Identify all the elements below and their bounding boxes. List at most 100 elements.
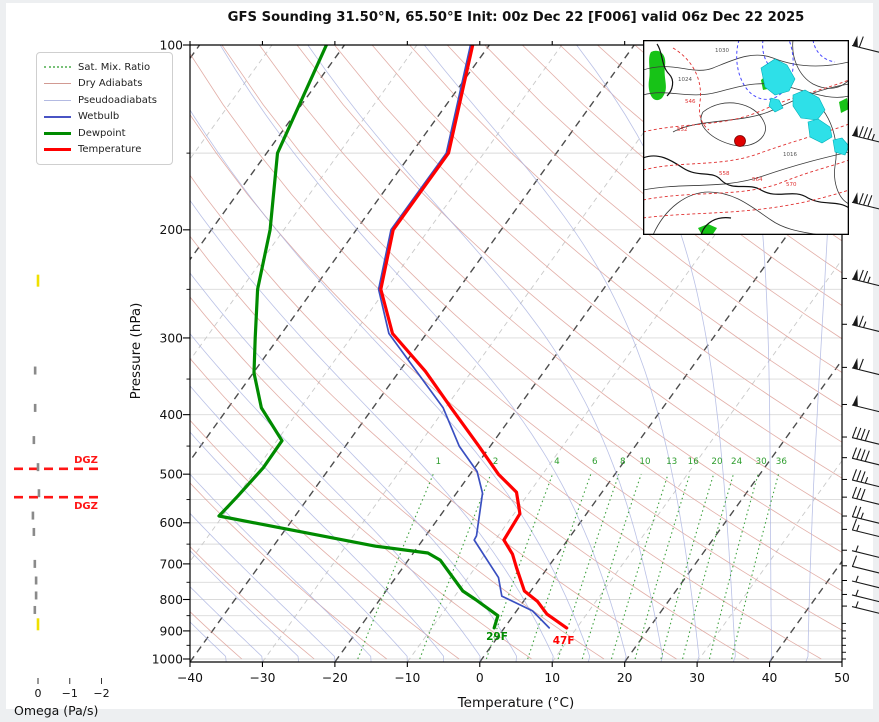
wind-barb-half xyxy=(855,575,859,583)
wind-barb-full xyxy=(851,505,858,517)
legend-item-dewpoint: Dewpoint xyxy=(44,125,165,142)
wind-barb-full xyxy=(851,486,858,498)
wind-barb-full xyxy=(858,126,864,138)
map-upper-contours xyxy=(736,40,836,100)
wind-barb-full xyxy=(858,358,864,370)
pressure-tick-label: 300 xyxy=(160,331,183,345)
temperature-tick-label: −30 xyxy=(249,671,275,685)
legend-line-sample xyxy=(44,83,71,85)
wind-barb-full xyxy=(863,194,869,206)
omega-mark xyxy=(33,403,37,412)
wind-barb-staff xyxy=(851,550,879,558)
map-contour-label: 552 xyxy=(677,127,688,133)
mixing-ratio-label: 1 xyxy=(435,457,441,467)
mixing-ratio-label: 36 xyxy=(776,457,788,467)
mixing-ratio-label: 30 xyxy=(755,457,767,467)
wind-barb-staff xyxy=(851,278,879,287)
pressure-tick-label: 1000 xyxy=(152,652,183,666)
wind-barb-staff xyxy=(851,565,879,574)
temperature-tick-label: 0 xyxy=(476,671,484,685)
wind-barb-half xyxy=(864,476,869,484)
legend-item-label: Temperature xyxy=(78,144,142,156)
wind-barb-pennant xyxy=(852,314,858,327)
pressure-tick-label: 600 xyxy=(160,516,183,530)
dgz-label: DGZ xyxy=(74,455,98,466)
chart-title: GFS Sounding 31.50°N, 65.50°E Init: 00z … xyxy=(227,10,805,25)
surface-annotation: 29F xyxy=(486,631,508,643)
temperature-tick-label: 10 xyxy=(544,671,560,685)
plot-background-lines xyxy=(190,45,842,662)
omega-mark xyxy=(31,511,35,520)
temperature-tick-label: −10 xyxy=(394,671,420,685)
wind-barb-staff xyxy=(851,594,879,603)
legend-item-label: Wetbulb xyxy=(78,111,120,123)
wind-barb-staff xyxy=(851,404,879,413)
map-contour-label: 546 xyxy=(685,99,696,105)
omega-mark xyxy=(37,489,41,498)
temperature-tick-label: 20 xyxy=(617,671,633,685)
wind-barb-full xyxy=(856,487,862,500)
mixing-ratio-label: 2 xyxy=(493,457,499,467)
wind-barb-full xyxy=(851,555,858,567)
omega-profile xyxy=(31,274,41,631)
wind-barb-full xyxy=(864,450,870,462)
legend-line-sample xyxy=(44,66,71,69)
isotherms xyxy=(190,45,842,662)
wind-barb-staff xyxy=(851,580,879,589)
omega-axis: 0 −1 −2 xyxy=(35,678,110,700)
temperature-tick-label: 50 xyxy=(834,671,850,685)
legend-item-wetbulb: Wetbulb xyxy=(44,109,165,126)
pressure-tick-label: 200 xyxy=(160,223,183,237)
pressure-tick-label: 400 xyxy=(160,408,183,422)
mixing-ratio-label: 4 xyxy=(554,457,560,467)
wind-barb-staff xyxy=(851,367,879,376)
wind-barb-full xyxy=(867,128,873,140)
wind-barb-staff xyxy=(851,324,879,332)
temperature-curve xyxy=(379,45,569,630)
omega-axis-label: Omega (Pa/s) xyxy=(14,703,99,718)
omega-mark xyxy=(32,527,36,536)
wind-barb-pennant xyxy=(852,35,858,47)
wind-barb-half xyxy=(855,545,859,552)
pressure-tick-label: 100 xyxy=(160,38,183,52)
wind-barb-pennant xyxy=(852,125,858,137)
dewpoint-curve xyxy=(217,45,500,630)
map-inset: 1030 1024 546 552 1016 558 564 570 xyxy=(643,40,849,235)
omega-mark xyxy=(36,618,40,631)
wind-barb-full xyxy=(860,449,866,461)
temperature-tick-label: −20 xyxy=(322,671,348,685)
wind-barb-pennant xyxy=(852,269,858,281)
legend-item-label: Pseudoadiabats xyxy=(78,94,158,106)
legend: Sat. Mix. Ratio Dry Adiabats Pseudoadiabat… xyxy=(36,52,173,165)
profiles xyxy=(217,45,569,630)
mixing-ratio-label: 10 xyxy=(639,457,651,467)
wind-barb-full xyxy=(863,127,869,139)
wind-barb-full xyxy=(858,269,864,281)
wind-barb-full xyxy=(863,270,869,282)
pressure-tick-label: 800 xyxy=(160,593,183,607)
wind-barb-half xyxy=(855,601,859,608)
surface-annotations: 29F 47F xyxy=(486,631,574,647)
wetbulb-curve xyxy=(377,45,551,629)
legend-item-dry-adiabats: Dry Adiabats xyxy=(44,76,165,93)
wind-barb-pennant xyxy=(852,395,858,407)
legend-line-sample xyxy=(44,115,71,118)
mixing-ratio-label: 24 xyxy=(731,457,743,467)
map-contour-labels: 1030 1024 546 552 1016 558 564 570 xyxy=(677,48,797,188)
wind-barb-staff xyxy=(851,201,879,210)
wind-barb-full xyxy=(856,448,862,460)
wind-barb-full xyxy=(860,488,866,501)
wind-barb-half xyxy=(863,321,867,328)
wind-barb-full xyxy=(860,471,866,483)
wind-barb-full xyxy=(858,36,864,48)
mixing-ratio-label: 16 xyxy=(688,457,700,467)
omega-mark xyxy=(34,576,38,585)
temperature-tick-label: 40 xyxy=(762,671,778,685)
wind-barb-full xyxy=(858,315,864,327)
wind-barb-full xyxy=(851,519,858,531)
temperature-tick-label: −40 xyxy=(177,671,203,685)
wind-barb-full xyxy=(856,506,862,518)
wind-barb-full xyxy=(864,429,870,441)
